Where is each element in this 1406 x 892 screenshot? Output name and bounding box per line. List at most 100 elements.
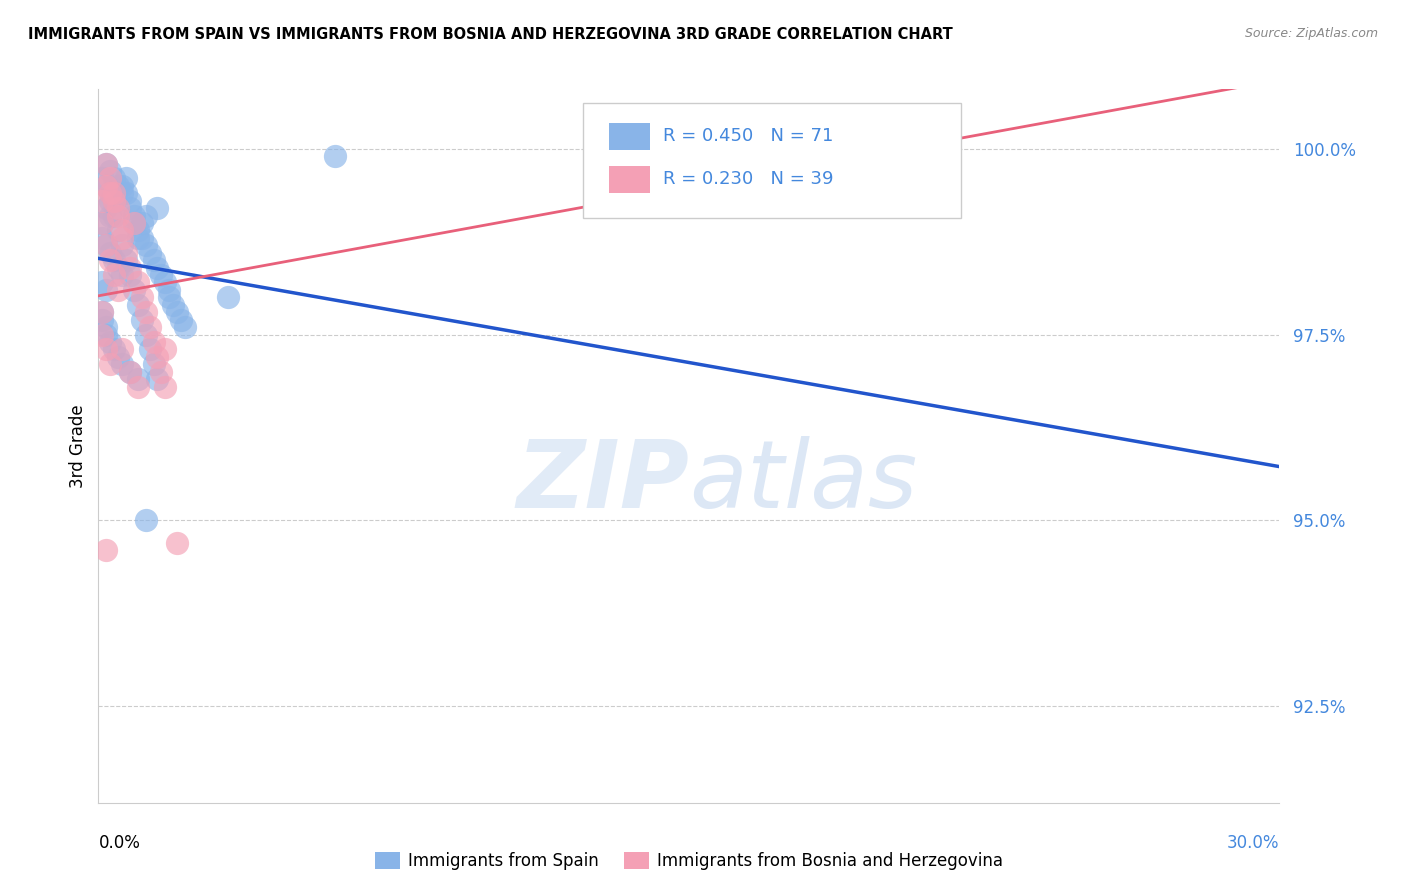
Point: [91, 231, 114, 245]
Point: [135, 238, 157, 252]
Text: R = 0.450   N = 71: R = 0.450 N = 71: [664, 128, 834, 145]
Point: [138, 343, 160, 357]
Point: [98, 253, 121, 268]
Point: [118, 268, 141, 282]
Point: [91, 312, 114, 326]
Point: [155, 276, 177, 290]
Point: [127, 379, 149, 393]
Point: [98, 164, 121, 178]
Point: [96, 283, 118, 297]
Point: [103, 253, 125, 268]
Point: [166, 535, 188, 549]
Text: 30.0%: 30.0%: [1227, 834, 1279, 852]
Point: [127, 298, 149, 312]
Text: atlas: atlas: [689, 436, 917, 527]
FancyBboxPatch shape: [582, 103, 960, 218]
Legend: Immigrants from Spain, Immigrants from Bosnia and Herzegovina: Immigrants from Spain, Immigrants from B…: [368, 845, 1010, 877]
Point: [96, 156, 118, 170]
Point: [127, 223, 149, 237]
Point: [122, 216, 145, 230]
Point: [127, 231, 149, 245]
Point: [91, 305, 114, 319]
Point: [98, 171, 121, 186]
Point: [131, 231, 153, 245]
Point: [638, 149, 661, 163]
Point: [96, 238, 118, 252]
Point: [107, 209, 129, 223]
Point: [98, 334, 121, 349]
Point: [118, 260, 141, 275]
Point: [111, 223, 134, 237]
Point: [115, 171, 138, 186]
Point: [91, 327, 114, 342]
Point: [127, 372, 149, 386]
Point: [96, 178, 118, 193]
Point: [96, 543, 118, 558]
Text: IMMIGRANTS FROM SPAIN VS IMMIGRANTS FROM BOSNIA AND HERZEGOVINA 3RD GRADE CORREL: IMMIGRANTS FROM SPAIN VS IMMIGRANTS FROM…: [28, 27, 953, 42]
Point: [118, 365, 141, 379]
Point: [115, 245, 138, 260]
Point: [118, 201, 141, 215]
Point: [111, 268, 134, 282]
Point: [98, 186, 121, 201]
Point: [142, 357, 165, 371]
Point: [678, 149, 700, 163]
Point: [111, 186, 134, 201]
Point: [96, 343, 118, 357]
Point: [131, 312, 153, 326]
Point: [146, 201, 169, 215]
FancyBboxPatch shape: [609, 166, 650, 193]
Point: [157, 283, 180, 297]
Point: [135, 305, 157, 319]
Point: [103, 209, 125, 223]
Point: [162, 298, 184, 312]
Point: [323, 149, 346, 163]
Point: [98, 209, 121, 223]
Point: [138, 245, 160, 260]
Point: [115, 253, 138, 268]
FancyBboxPatch shape: [609, 123, 650, 150]
Point: [103, 343, 125, 357]
Point: [91, 194, 114, 208]
Point: [91, 171, 114, 186]
Point: [118, 194, 141, 208]
Point: [103, 186, 125, 201]
Point: [111, 343, 134, 357]
Point: [91, 216, 114, 230]
Point: [107, 178, 129, 193]
Point: [103, 194, 125, 208]
Point: [217, 290, 239, 304]
Point: [98, 194, 121, 208]
Point: [107, 260, 129, 275]
Text: ZIP: ZIP: [516, 435, 689, 528]
Point: [96, 178, 118, 193]
Point: [91, 305, 114, 319]
Point: [150, 268, 173, 282]
Point: [135, 513, 157, 527]
Point: [91, 276, 114, 290]
Point: [122, 283, 145, 297]
Point: [135, 209, 157, 223]
Point: [107, 283, 129, 297]
Point: [115, 186, 138, 201]
Point: [166, 305, 188, 319]
Point: [127, 276, 149, 290]
Point: [131, 216, 153, 230]
Point: [155, 379, 177, 393]
Point: [157, 290, 180, 304]
Point: [118, 365, 141, 379]
Point: [142, 334, 165, 349]
Point: [142, 253, 165, 268]
Point: [96, 320, 118, 334]
Point: [146, 372, 169, 386]
Point: [107, 350, 129, 364]
Point: [98, 245, 121, 260]
Point: [96, 238, 118, 252]
Point: [131, 290, 153, 304]
Y-axis label: 3rd Grade: 3rd Grade: [69, 404, 87, 488]
Point: [96, 156, 118, 170]
Point: [98, 186, 121, 201]
Point: [135, 327, 157, 342]
Point: [122, 216, 145, 230]
Point: [146, 350, 169, 364]
